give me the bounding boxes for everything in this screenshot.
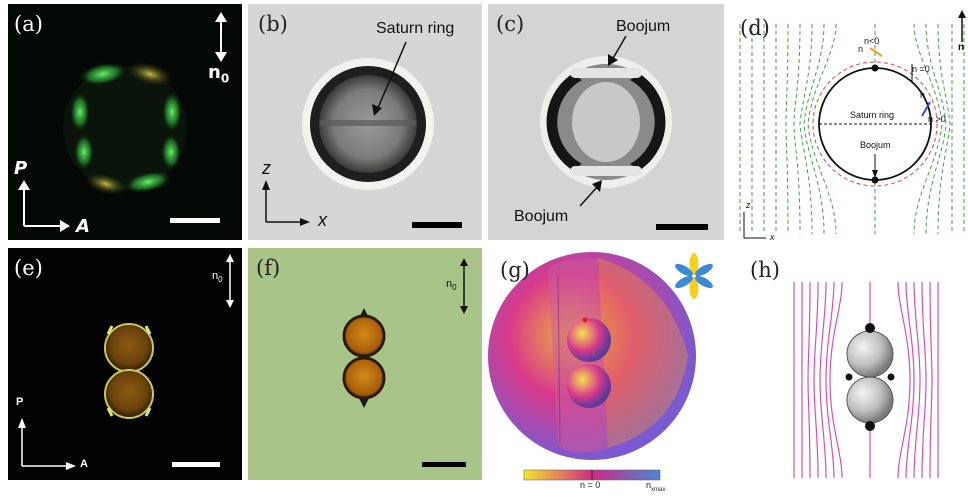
panel-f: (f) n0 — [248, 248, 482, 480]
panel-d-n-gt0: n >0 — [928, 114, 946, 124]
panel-a: (a) n0 P A — [8, 4, 242, 240]
colorbar-zero-label: n = 0 — [580, 480, 601, 490]
panel-d-axis-z: z — [746, 200, 751, 210]
panel-b-image — [262, 41, 462, 228]
panel-b-axis-x: x — [318, 210, 327, 230]
panel-h-label: (h) — [750, 258, 780, 282]
panel-g-label: (g) — [500, 258, 530, 282]
panel-d-saturn-ring: Saturn ring — [850, 110, 895, 120]
panel-d-label: (d) — [740, 16, 770, 40]
panel-g-image — [488, 252, 713, 481]
panel-e-director-label: n0 — [212, 270, 223, 285]
panel-d-nx0: n =0 — [912, 64, 930, 74]
panel-e: (e) n0 P A — [8, 248, 242, 480]
boojum-bottom-annotation: Boojum — [514, 208, 569, 225]
saturn-ring-annotation: Saturn ring — [376, 20, 455, 37]
panel-a-label: (a) — [14, 12, 43, 36]
panel-c-image — [540, 35, 708, 230]
panel-e-label: (e) — [14, 256, 43, 280]
panel-f-label: (f) — [256, 256, 281, 280]
panel-a-director-label: n0 — [208, 62, 230, 86]
panel-f-image — [342, 258, 468, 467]
panel-f-director-label: n0 — [446, 278, 457, 293]
panel-e-analyzer-label: A — [80, 458, 88, 470]
panel-d-n-top: n — [858, 44, 864, 54]
panel-d-axis-x: x — [770, 232, 775, 242]
panel-a-image — [18, 12, 227, 232]
panel-c: (c) Boojum Boojum — [488, 4, 724, 240]
panel-d-field-lines — [739, 10, 966, 239]
panel-d-edge-n: n — [958, 42, 965, 53]
colorbar-max-label: nxmax — [646, 480, 666, 492]
panel-a-polarizer-label: P — [14, 158, 28, 179]
panel-d-n-lt0: n<0 — [864, 36, 880, 46]
panel-b: (b) Saturn ring z x — [248, 4, 482, 240]
panel-a-analyzer-label: A — [76, 216, 90, 237]
panel-e-image — [18, 254, 234, 470]
panel-d-n-right: n — [920, 90, 926, 100]
panel-e-polarizer-label: P — [16, 396, 24, 408]
panel-b-label: (b) — [258, 12, 288, 36]
panel-d-boojum: Boojum — [860, 140, 891, 150]
panel-d: (d) n n<0 n =0 n n >0 Saturn ring Boojum… — [732, 4, 968, 244]
panel-g: (g) n = 0 nxmax — [488, 248, 720, 492]
panel-h: (h) — [732, 248, 968, 492]
panel-c-label: (c) — [496, 12, 525, 36]
panel-b-axis-z: z — [262, 158, 271, 178]
panel-h-field-lines — [793, 281, 939, 479]
boojum-top-annotation: Boojum — [616, 18, 671, 35]
